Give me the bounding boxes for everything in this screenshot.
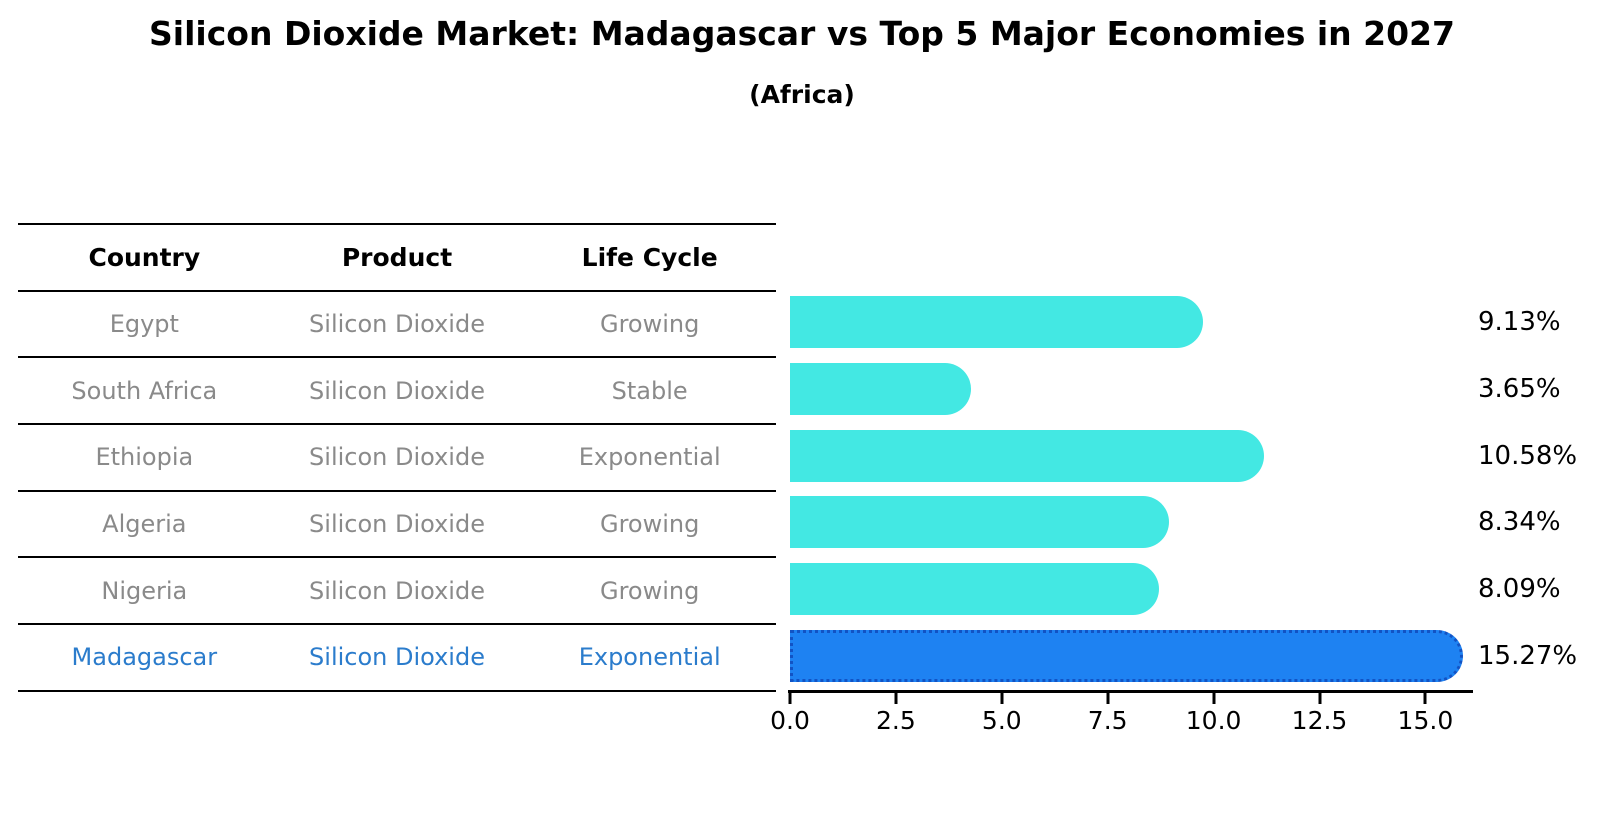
bar-egypt (790, 296, 1203, 349)
x-axis-line (788, 690, 1473, 693)
bar-algeria (790, 496, 1170, 549)
bar-row-nigeria (790, 556, 1472, 623)
column-header-country: Country (88, 242, 201, 272)
cell-product: Silicon Dioxide (309, 576, 485, 605)
table-row-ethiopia: Ethiopia Silicon Dioxide Exponential (18, 423, 776, 490)
x-axis-tick-label: 12.5 (1291, 706, 1348, 735)
cell-product: Silicon Dioxide (309, 510, 485, 539)
cell-product: Silicon Dioxide (309, 310, 485, 339)
bar-ethiopia (790, 429, 1265, 482)
x-axis-tick-mark (788, 693, 792, 704)
cell-country: Ethiopia (95, 443, 194, 472)
x-axis-tick-label: 15.0 (1397, 706, 1454, 735)
x-axis: 0.0 2.5 5.0 7.5 10.0 12.5 15.0 (770, 690, 1472, 740)
cell-life-cycle: Exponential (578, 443, 721, 472)
bar-nigeria (790, 562, 1159, 615)
cell-product: Silicon Dioxide (309, 443, 485, 472)
cell-country: Algeria (102, 510, 187, 539)
cell-life-cycle: Exponential (578, 643, 721, 672)
cell-country: Egypt (109, 310, 179, 339)
cell-life-cycle: Growing (599, 576, 700, 605)
table-header-row: Country Product Life Cycle (18, 223, 776, 290)
x-axis-tick-mark (1000, 693, 1004, 704)
bar-south-africa (790, 362, 971, 415)
x-axis-tick-label: 10.0 (1185, 706, 1242, 735)
bar-row-egypt (790, 289, 1472, 356)
x-axis-tick-mark (1318, 693, 1321, 704)
chart-title: Silicon Dioxide Market: Madagascar vs To… (149, 14, 1455, 53)
column-header-lifecycle: Life Cycle (581, 242, 718, 272)
chart-subtitle: (Africa) (749, 80, 855, 109)
x-axis-tick-mark (1212, 693, 1216, 704)
column-header-product: Product (341, 242, 453, 272)
bar-value-label-algeria: 8.34% (1478, 507, 1561, 538)
bar-value-label-madagascar: 15.27% (1478, 640, 1578, 671)
x-axis-tick-label: 0.0 (770, 706, 810, 735)
cell-country: Madagascar (71, 643, 218, 672)
x-axis-tick-label: 5.0 (981, 706, 1022, 735)
bar-value-label-ethiopia: 10.58% (1478, 440, 1578, 471)
country-table: Country Product Life Cycle Egypt Silicon … (18, 223, 776, 692)
table-row-egypt: Egypt Silicon Dioxide Growing (18, 289, 776, 357)
cell-life-cycle: Growing (599, 310, 700, 339)
bar-value-label-egypt: 9.13% (1478, 307, 1561, 338)
bar-value-label-nigeria: 8.09% (1478, 573, 1561, 604)
table-row-south-africa: South Africa Silicon Dioxide Stable (18, 356, 776, 423)
x-axis-tick-label: 7.5 (1087, 706, 1128, 735)
bar-row-south-africa (790, 356, 1472, 423)
bar-chart (790, 289, 1472, 689)
bar-row-ethiopia (790, 422, 1472, 489)
cell-product: Silicon Dioxide (309, 376, 485, 405)
bar-value-labels: 9.13% 3.65% 10.58% 8.34% 8.09% 15.27% (1478, 289, 1577, 689)
bar-row-algeria (790, 489, 1472, 556)
cell-life-cycle: Growing (599, 510, 700, 539)
cell-country: Nigeria (101, 576, 188, 605)
table-body: Egypt Silicon Dioxide Growing South Africa S… (18, 289, 776, 690)
table-row-nigeria: Nigeria Silicon Dioxide Growing (18, 556, 776, 623)
x-axis-tick-mark (1423, 693, 1427, 704)
cell-country: South Africa (71, 376, 218, 405)
x-axis-tick-mark (894, 693, 898, 704)
table-row-algeria: Algeria Silicon Dioxide Growing (18, 489, 776, 557)
bar-value-label-south-africa: 3.65% (1478, 373, 1561, 404)
cell-life-cycle: Stable (611, 376, 688, 405)
cell-product: Silicon Dioxide (309, 643, 485, 672)
bar-row-madagascar (790, 622, 1472, 689)
bar-madagascar (790, 629, 1463, 682)
table-row-madagascar: Madagascar Silicon Dioxide Exponential (18, 623, 776, 690)
x-axis-tick-label: 2.5 (876, 706, 916, 735)
x-axis-tick-mark (1106, 693, 1110, 704)
